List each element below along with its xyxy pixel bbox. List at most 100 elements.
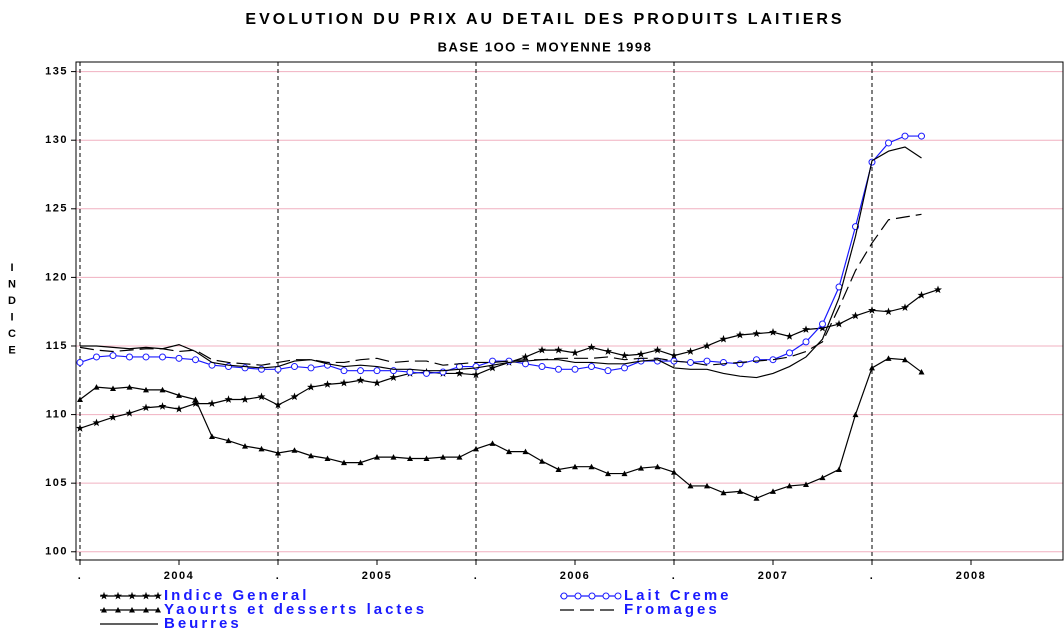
- point: [175, 354, 183, 362]
- point: [587, 343, 596, 351]
- y-tick-label: 115: [46, 340, 68, 352]
- point: [737, 488, 743, 494]
- legend-marker: [602, 592, 610, 600]
- legend-label: Yaourts et desserts lactes: [164, 601, 427, 618]
- point: [670, 351, 678, 359]
- point: [803, 481, 809, 488]
- x-tick-label: .: [870, 570, 875, 582]
- point: [621, 364, 628, 372]
- y-tick-label: 125: [45, 203, 68, 215]
- point: [291, 363, 298, 371]
- legend-marker: [588, 592, 596, 600]
- point: [538, 345, 546, 354]
- point: [554, 345, 563, 354]
- point: [786, 482, 793, 489]
- point: [506, 448, 512, 455]
- point: [917, 291, 926, 299]
- legend-item: Beurres: [100, 615, 242, 632]
- point: [836, 466, 842, 472]
- x-tick-label: 2006: [560, 570, 590, 582]
- point: [258, 445, 265, 452]
- point: [604, 367, 612, 375]
- point: [76, 358, 84, 366]
- legend-marker: [155, 607, 161, 613]
- point: [818, 323, 827, 332]
- point: [224, 395, 233, 403]
- point: [687, 482, 694, 489]
- point: [555, 466, 562, 472]
- point: [736, 330, 744, 339]
- point: [423, 369, 430, 377]
- point: [389, 373, 398, 381]
- point: [654, 463, 661, 470]
- point: [274, 400, 282, 409]
- point: [902, 356, 908, 363]
- point: [290, 392, 299, 401]
- point: [555, 365, 562, 373]
- legend-item: Indice General: [100, 587, 306, 604]
- point: [192, 356, 199, 364]
- point: [868, 306, 876, 314]
- point: [340, 367, 348, 375]
- point: [208, 399, 216, 407]
- point: [489, 440, 496, 446]
- point: [191, 399, 200, 407]
- point: [192, 396, 199, 402]
- point: [786, 349, 793, 357]
- x-tick-label: .: [474, 570, 479, 582]
- legend-marker: [560, 592, 568, 600]
- point: [472, 370, 480, 379]
- x-tick-label: 2007: [758, 570, 788, 582]
- point: [769, 328, 777, 336]
- point: [572, 463, 578, 470]
- point: [93, 353, 100, 361]
- legend-marker: [100, 591, 108, 600]
- point: [720, 489, 727, 496]
- point: [324, 455, 331, 461]
- point: [440, 454, 446, 460]
- point: [719, 334, 728, 343]
- point: [473, 445, 479, 452]
- point: [785, 332, 794, 340]
- point: [704, 482, 710, 489]
- point: [851, 311, 860, 320]
- legend-label: Fromages: [624, 601, 720, 618]
- point: [110, 385, 116, 392]
- x-tick-label: .: [276, 570, 281, 582]
- point: [374, 454, 380, 460]
- point: [176, 392, 182, 398]
- point: [109, 413, 117, 421]
- point: [521, 352, 530, 361]
- point: [539, 458, 545, 464]
- point: [373, 367, 381, 375]
- legend-label: Beurres: [164, 615, 242, 632]
- point: [571, 365, 579, 373]
- point: [143, 386, 149, 393]
- point: [93, 384, 100, 390]
- x-tick-label: 2005: [362, 570, 392, 582]
- point: [752, 329, 761, 338]
- legend-marker: [101, 607, 107, 613]
- point: [456, 454, 463, 460]
- point: [488, 363, 497, 372]
- point: [489, 357, 496, 365]
- series: [80, 146, 922, 379]
- point: [159, 386, 166, 393]
- point: [901, 132, 909, 140]
- point: [637, 350, 645, 358]
- point: [209, 433, 215, 440]
- legend-marker: [574, 592, 582, 600]
- point: [175, 404, 183, 413]
- point: [390, 454, 397, 460]
- point: [159, 353, 166, 361]
- point: [621, 470, 628, 477]
- series: [76, 132, 925, 377]
- point: [620, 351, 629, 359]
- point: [934, 285, 942, 294]
- point: [307, 382, 315, 391]
- point: [142, 353, 150, 361]
- point: [852, 411, 859, 418]
- legend-marker: [128, 591, 136, 600]
- series-line: [79, 213, 922, 366]
